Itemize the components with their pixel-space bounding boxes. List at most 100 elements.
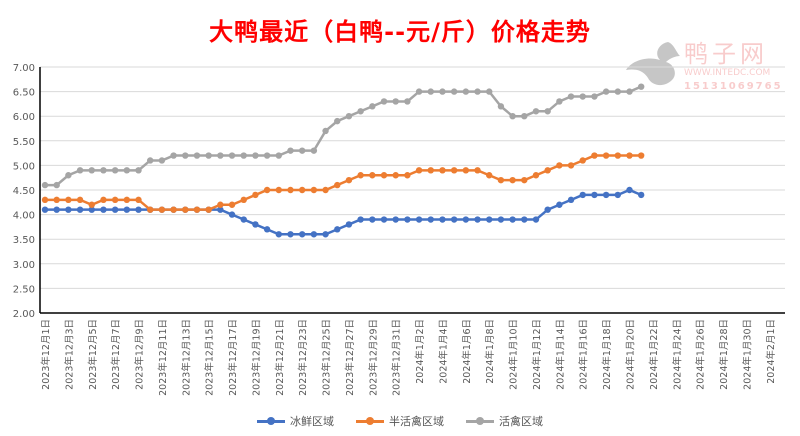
data-point bbox=[334, 226, 341, 233]
watermark-url: WWW.INTEDC.COM bbox=[684, 68, 771, 78]
data-point bbox=[392, 172, 399, 179]
data-point bbox=[637, 152, 645, 159]
x-tick-label: 2024年1月8日 bbox=[484, 319, 496, 384]
data-point bbox=[486, 216, 493, 223]
data-point bbox=[486, 88, 493, 95]
data-point bbox=[521, 176, 528, 184]
data-point bbox=[100, 167, 107, 174]
data-point bbox=[147, 206, 154, 213]
legend-label: 活禽区域 bbox=[499, 415, 543, 428]
legend-marker bbox=[356, 416, 384, 425]
data-point bbox=[626, 152, 633, 159]
data-point bbox=[357, 216, 364, 223]
data-point bbox=[334, 181, 341, 189]
x-tick-label: 2024年1月24日 bbox=[671, 319, 683, 390]
data-point bbox=[602, 152, 610, 159]
x-tick-label: 2024年1月22日 bbox=[648, 319, 660, 390]
data-point bbox=[450, 88, 458, 95]
data-point bbox=[263, 152, 271, 159]
y-tick-label: 4.00 bbox=[13, 211, 35, 222]
data-point bbox=[497, 216, 505, 223]
data-point bbox=[521, 216, 528, 223]
data-point bbox=[556, 162, 563, 169]
y-tick-label: 5.00 bbox=[13, 161, 35, 172]
y-tick-label: 5.50 bbox=[13, 137, 35, 148]
x-tick-label: 2024年1月30日 bbox=[741, 319, 753, 390]
data-point bbox=[626, 88, 633, 95]
x-tick-label: 2023年12月19日 bbox=[250, 319, 262, 396]
data-point bbox=[287, 231, 294, 238]
data-point bbox=[147, 157, 154, 164]
x-tick-label: 2023年12月1日 bbox=[40, 319, 52, 390]
data-point bbox=[497, 176, 505, 184]
data-point bbox=[509, 216, 516, 223]
data-point bbox=[509, 113, 516, 120]
y-tick-label: 2.00 bbox=[13, 309, 35, 320]
data-point bbox=[76, 206, 84, 213]
data-point bbox=[135, 206, 142, 213]
x-tick-label: 2023年12月7日 bbox=[110, 319, 122, 390]
data-point bbox=[65, 196, 72, 204]
data-point bbox=[369, 172, 376, 179]
watermark: 鸭子网 WWW.INTEDC.COM 15131069765 bbox=[618, 34, 788, 94]
data-point bbox=[123, 196, 131, 204]
data-point bbox=[614, 88, 622, 95]
x-tick-label: 2024年1月6日 bbox=[461, 319, 473, 384]
y-tick-label: 3.00 bbox=[13, 260, 35, 271]
data-point bbox=[205, 152, 212, 159]
x-tick-label: 2024年1月18日 bbox=[601, 319, 613, 390]
data-point bbox=[532, 172, 540, 179]
y-tick-label: 6.00 bbox=[13, 112, 35, 123]
data-point bbox=[252, 191, 259, 199]
data-point bbox=[579, 93, 586, 100]
data-point bbox=[380, 216, 388, 223]
legend-marker bbox=[466, 416, 494, 425]
x-tick-label: 2023年12月23日 bbox=[297, 319, 309, 396]
data-point bbox=[252, 152, 259, 159]
data-point bbox=[497, 103, 505, 110]
data-point bbox=[111, 206, 119, 213]
data-point bbox=[579, 157, 586, 164]
data-point bbox=[462, 167, 470, 174]
data-point bbox=[158, 206, 166, 213]
data-point bbox=[415, 88, 423, 95]
data-point bbox=[111, 196, 119, 204]
data-point bbox=[193, 152, 201, 159]
data-point bbox=[556, 98, 563, 105]
data-point bbox=[182, 152, 189, 159]
data-point bbox=[135, 167, 142, 174]
data-point bbox=[462, 216, 470, 223]
data-point bbox=[263, 186, 271, 194]
chart-title: 大鸭最近（白鸭--元/斤）价格走势 bbox=[209, 18, 591, 46]
data-point bbox=[53, 181, 60, 189]
data-point bbox=[345, 221, 353, 228]
data-point bbox=[357, 108, 364, 115]
data-point bbox=[287, 186, 294, 194]
data-point bbox=[427, 88, 434, 95]
x-tick-label: 2024年1月14日 bbox=[554, 319, 566, 390]
data-point bbox=[217, 152, 224, 159]
data-point bbox=[486, 172, 493, 179]
data-point bbox=[567, 196, 575, 204]
x-tick-label: 2023年12月17日 bbox=[227, 319, 239, 396]
data-point bbox=[298, 231, 306, 238]
data-point bbox=[450, 216, 458, 223]
data-point bbox=[427, 216, 434, 223]
data-point bbox=[637, 83, 645, 90]
x-tick-label: 2024年1月28日 bbox=[718, 319, 730, 390]
data-point bbox=[322, 231, 329, 238]
data-point bbox=[53, 196, 60, 204]
data-point bbox=[404, 98, 411, 105]
data-point bbox=[228, 211, 236, 218]
legend-item: 冰鲜区域 bbox=[257, 413, 334, 429]
data-point bbox=[556, 201, 563, 208]
x-tick-label: 2023年12月31日 bbox=[391, 319, 403, 396]
y-tick-label: 4.50 bbox=[13, 186, 35, 197]
data-point bbox=[193, 206, 201, 213]
data-point bbox=[158, 157, 166, 164]
y-tick-label: 6.50 bbox=[13, 88, 35, 99]
data-point bbox=[100, 206, 107, 213]
x-tick-label: 2024年1月20日 bbox=[625, 319, 637, 390]
data-point bbox=[217, 206, 224, 213]
data-point bbox=[205, 206, 212, 213]
